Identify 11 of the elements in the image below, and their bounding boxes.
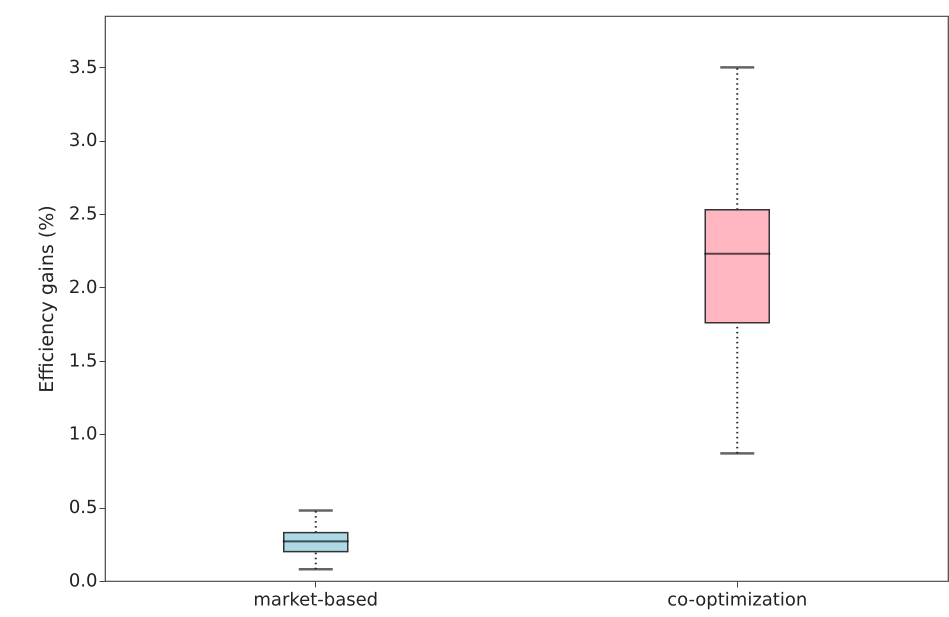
x-tick-label: co-optimization bbox=[667, 590, 808, 610]
y-tick-label: 0.0 bbox=[68, 570, 98, 592]
y-tick-label: 0.5 bbox=[68, 497, 98, 518]
y-tick-label: 2.0 bbox=[68, 276, 98, 298]
y-axis-title: Efficiency gains (%) bbox=[36, 205, 58, 393]
x-tick-label: market-based bbox=[253, 590, 378, 610]
y-tick-label: 1.0 bbox=[68, 424, 98, 445]
y-tick-label: 3.5 bbox=[68, 56, 98, 78]
y-tick-label: 2.5 bbox=[68, 204, 98, 225]
y-tick-label: 1.5 bbox=[68, 350, 98, 372]
y-tick-label: 3.0 bbox=[68, 130, 98, 152]
